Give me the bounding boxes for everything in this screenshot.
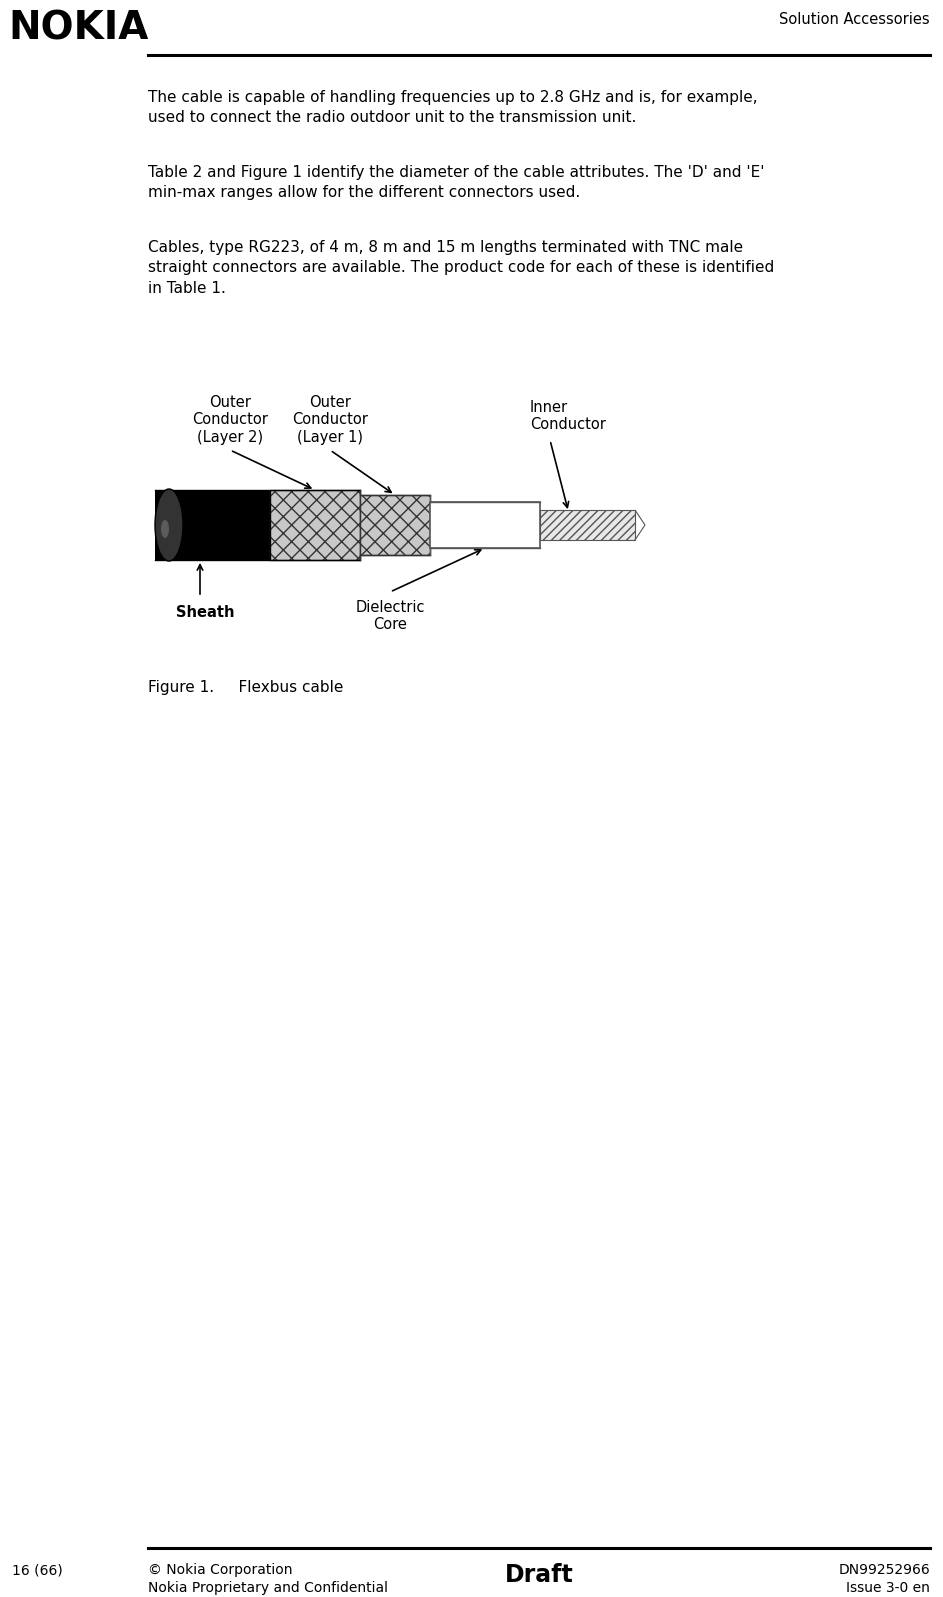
Text: Figure 1.     Flexbus cable: Figure 1. Flexbus cable bbox=[148, 680, 343, 695]
Text: Inner
Conductor: Inner Conductor bbox=[530, 399, 605, 433]
Ellipse shape bbox=[161, 521, 169, 538]
Text: Outer
Conductor
(Layer 2): Outer Conductor (Layer 2) bbox=[192, 394, 268, 446]
Text: Nokia Proprietary and Confidential: Nokia Proprietary and Confidential bbox=[148, 1581, 388, 1595]
Bar bbox=[155, 490, 270, 561]
Ellipse shape bbox=[155, 489, 183, 561]
Bar bbox=[360, 495, 430, 556]
Text: The cable is capable of handling frequencies up to 2.8 GHz and is, for example,
: The cable is capable of handling frequen… bbox=[148, 89, 757, 126]
Text: Solution Accessories: Solution Accessories bbox=[779, 13, 930, 27]
Bar bbox=[540, 509, 635, 540]
Bar bbox=[270, 490, 360, 561]
Text: Outer
Conductor
(Layer 1): Outer Conductor (Layer 1) bbox=[292, 394, 368, 446]
Text: Cables, type RG223, of 4 m, 8 m and 15 m lengths terminated with TNC male
straig: Cables, type RG223, of 4 m, 8 m and 15 m… bbox=[148, 240, 774, 295]
Text: Sheath: Sheath bbox=[175, 605, 234, 620]
Text: Issue 3-0 en: Issue 3-0 en bbox=[846, 1581, 930, 1595]
Text: DN99252966: DN99252966 bbox=[838, 1563, 930, 1576]
Text: © Nokia Corporation: © Nokia Corporation bbox=[148, 1563, 292, 1576]
Text: 16 (66): 16 (66) bbox=[12, 1563, 63, 1576]
Bar bbox=[430, 501, 540, 548]
Text: Draft: Draft bbox=[505, 1563, 573, 1587]
Text: Dielectric
Core: Dielectric Core bbox=[356, 600, 424, 632]
Text: Table 2 and Figure 1 identify the diameter of the cable attributes. The 'D' and : Table 2 and Figure 1 identify the diamet… bbox=[148, 164, 765, 200]
Text: NOKIA: NOKIA bbox=[8, 10, 148, 48]
